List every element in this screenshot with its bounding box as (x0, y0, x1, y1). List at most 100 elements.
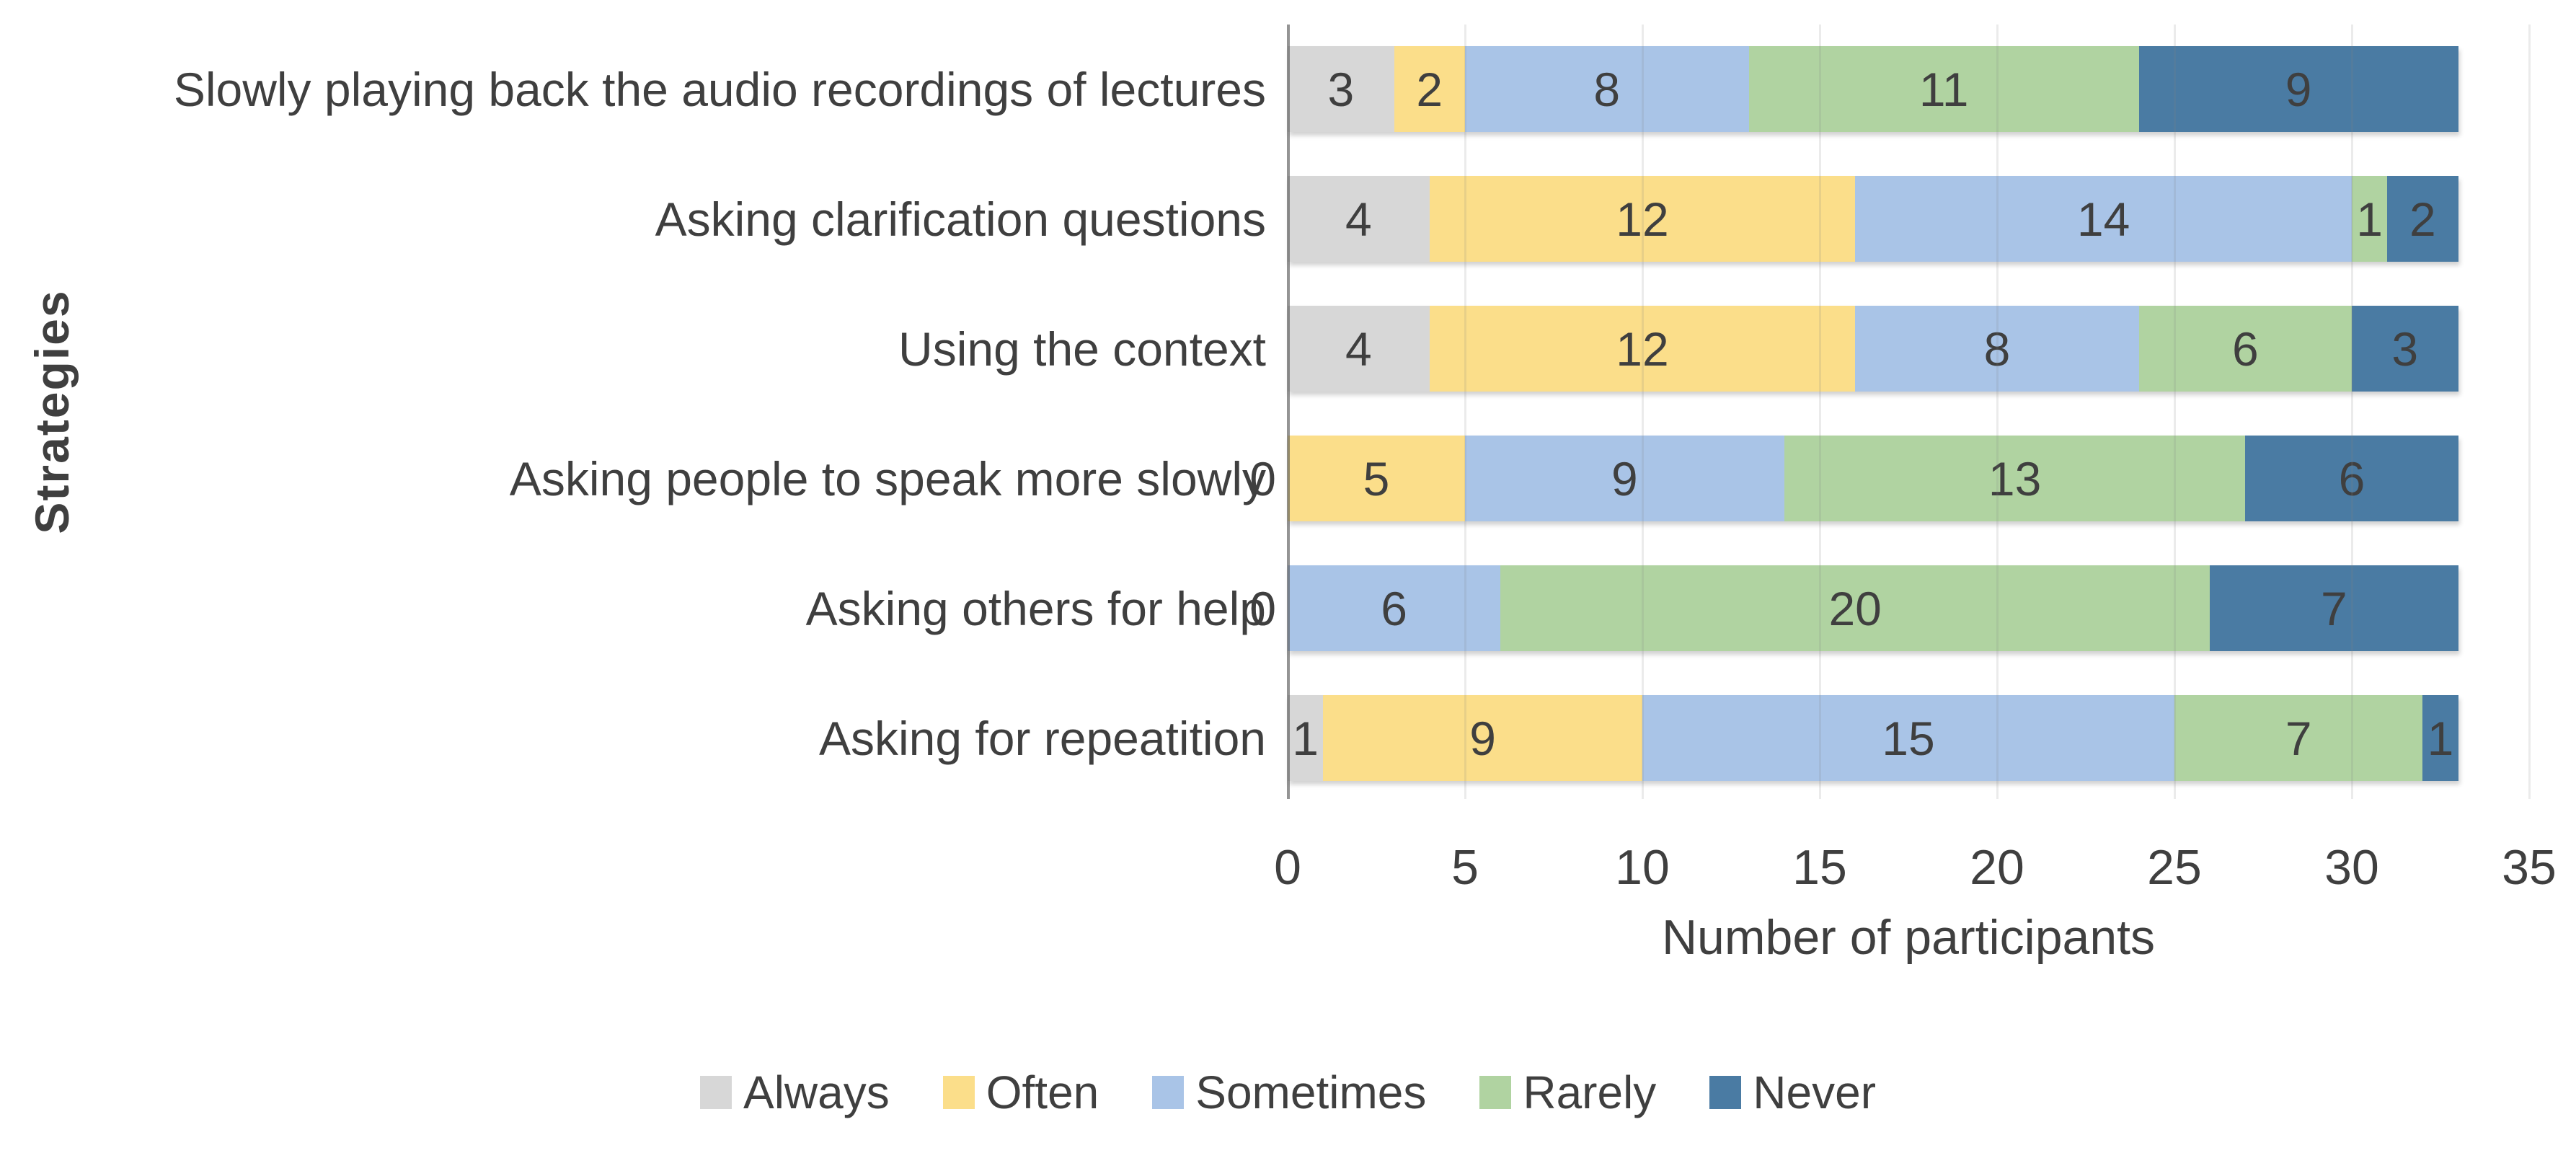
bar-segment-sometimes: 15 (1642, 695, 2174, 781)
bar-segment-never: 7 (2210, 565, 2458, 651)
bar-segment-always: 3 (1288, 46, 1394, 132)
legend-item-often: Often (942, 1066, 1099, 1119)
value-label: 2 (1416, 62, 1443, 116)
bar-row: 4 12 14 1 2 (1288, 176, 2458, 262)
x-tick-label: 20 (1970, 840, 2024, 895)
legend-item-never: Never (1709, 1066, 1876, 1119)
bar-row: 0 5 9 13 6 (1249, 436, 2458, 521)
legend-swatch-icon (942, 1076, 975, 1109)
bar-segment-rarely: 1 (2351, 176, 2388, 262)
value-label: 9 (1469, 711, 1496, 765)
gridline-x-20 (1996, 25, 1999, 799)
bar-segment-rarely: 20 (1500, 565, 2210, 651)
x-tick-label: 0 (1274, 840, 1301, 895)
bar-segment-rarely: 11 (1748, 46, 2139, 132)
bar-segment-always: 4 (1288, 176, 1430, 262)
value-label: 8 (1983, 322, 2011, 376)
value-label: 7 (2321, 581, 2347, 635)
value-label: 13 (1988, 451, 2042, 505)
x-tick-label: 35 (2502, 840, 2557, 895)
value-label: 1 (2427, 711, 2454, 765)
bar-row: 1 9 15 7 1 (1288, 695, 2458, 781)
bar-segment-sometimes: 9 (1465, 436, 1784, 521)
legend-swatch-icon (1152, 1076, 1185, 1109)
bar-row: 0 0 6 20 7 (1249, 565, 2458, 651)
value-label: 2 (2409, 192, 2436, 246)
value-label: 9 (2285, 62, 2312, 116)
value-label: 4 (1345, 322, 1372, 376)
bar-segment-never: 9 (2138, 46, 2458, 132)
gridline-x-30 (2350, 25, 2353, 799)
value-label: 1 (1292, 711, 1319, 765)
x-tick-label: 15 (1792, 840, 1847, 895)
bar-segment-often: 9 (1323, 695, 1642, 781)
legend-swatch-icon (1709, 1076, 1742, 1109)
legend-swatch-icon (1479, 1076, 1512, 1109)
bar-segment-rarely: 6 (2138, 306, 2352, 392)
value-label: 9 (1611, 451, 1638, 505)
bar-segment-often: 12 (1429, 176, 1856, 262)
value-label: 3 (2391, 322, 2419, 376)
value-label: 5 (1363, 451, 1390, 505)
bar-segment-sometimes: 8 (1464, 46, 1749, 132)
legend: Always Often Sometimes Rarely Never (0, 1066, 2576, 1119)
gridline-x-15 (1818, 25, 1821, 799)
category-label: Slowly playing back the audio recordings… (173, 62, 1266, 116)
category-label: Asking others for help (805, 581, 1266, 635)
gridline-x-25 (2173, 25, 2176, 799)
legend-label: Often (986, 1066, 1099, 1118)
bar-segment-sometimes: 8 (1855, 306, 2139, 392)
bar-segment-rarely: 13 (1784, 436, 2246, 521)
legend-item-rarely: Rarely (1479, 1066, 1656, 1119)
legend-swatch-icon (700, 1076, 732, 1109)
value-label: 15 (1882, 711, 1935, 765)
value-label: 12 (1616, 322, 1669, 376)
category-label: Asking people to speak more slowly (509, 451, 1266, 505)
x-tick-label: 5 (1451, 840, 1479, 895)
bar-segment-sometimes: 14 (1855, 176, 2352, 262)
value-label: 6 (2232, 322, 2259, 376)
category-label: Asking clarification questions (655, 192, 1266, 246)
value-label: 6 (1381, 581, 1407, 635)
value-label: 6 (2338, 451, 2365, 505)
bar-segment-never: 6 (2245, 436, 2458, 521)
bar-segment-never: 2 (2387, 176, 2458, 262)
y-axis-line (1286, 25, 1290, 799)
bar-row: 3 2 8 11 9 (1288, 46, 2458, 132)
value-label: 7 (2285, 711, 2312, 765)
bar-row: 4 12 8 6 3 (1288, 306, 2458, 392)
legend-label: Rarely (1523, 1066, 1657, 1118)
value-label: 4 (1345, 192, 1372, 246)
bar-segment-never: 3 (2351, 306, 2458, 392)
bar-segment-always: 1 (1288, 695, 1324, 781)
bar-segment-never: 1 (2422, 695, 2458, 781)
legend-item-always: Always (700, 1066, 890, 1119)
gridline-x-10 (1641, 25, 1644, 799)
bar-segment-often: 5 (1288, 436, 1465, 521)
value-label: 3 (1327, 62, 1355, 116)
value-label: 1 (2356, 192, 2383, 246)
legend-label: Always (743, 1066, 890, 1118)
category-label: Using the context (898, 322, 1266, 376)
gridline-x-35 (2528, 25, 2531, 799)
bar-segment-sometimes: 6 (1288, 565, 1501, 651)
legend-label: Never (1753, 1066, 1876, 1118)
bar-segment-rarely: 7 (2174, 695, 2423, 781)
value-label-zero: 0 (1249, 581, 1276, 635)
x-tick-label: 30 (2324, 840, 2379, 895)
value-label: 8 (1593, 62, 1621, 116)
value-label: 12 (1616, 192, 1669, 246)
category-label: Asking for repeatition (818, 711, 1266, 765)
value-label: 11 (1918, 62, 1969, 116)
x-tick-label: 10 (1615, 840, 1670, 895)
bar-segment-often: 12 (1429, 306, 1856, 392)
value-label-zero: 0 (1249, 581, 1276, 635)
value-label: 14 (2076, 192, 2130, 246)
legend-item-sometimes: Sometimes (1152, 1066, 1426, 1119)
value-label-zero: 0 (1249, 451, 1276, 505)
x-tick-label: 25 (2147, 840, 2202, 895)
